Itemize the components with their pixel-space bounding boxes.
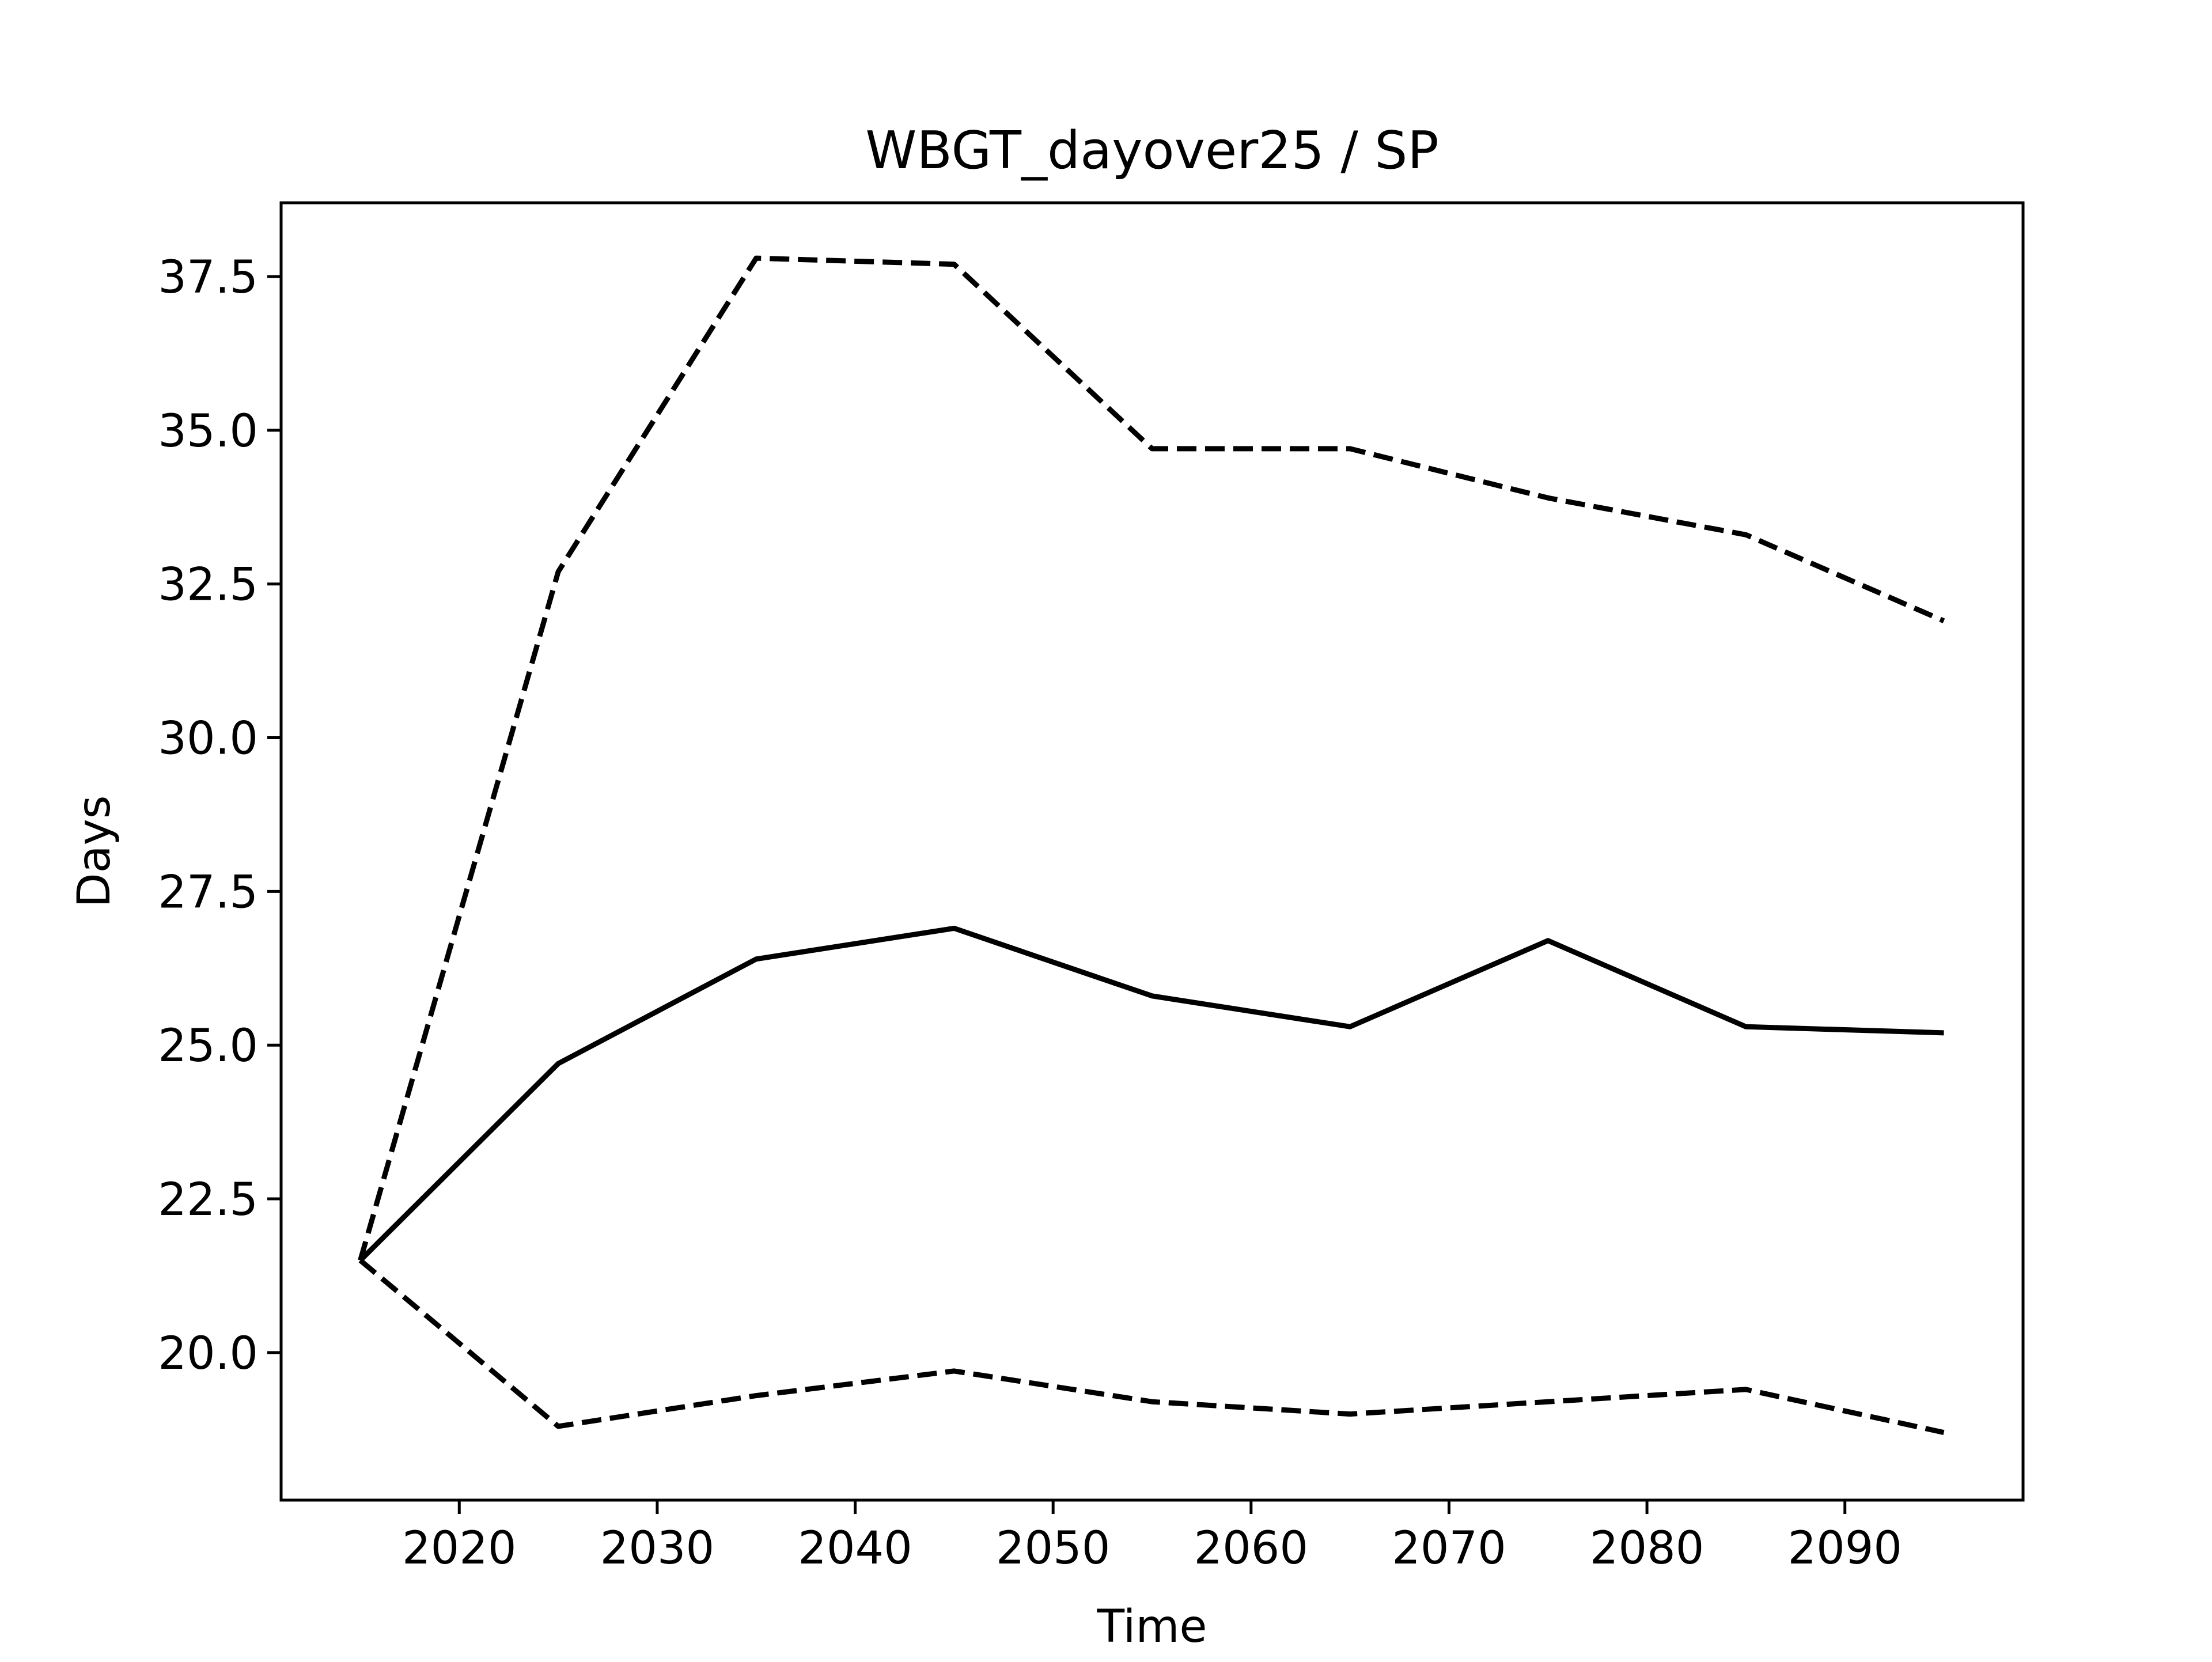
x-tick-label: 2030 xyxy=(600,1523,715,1574)
axis-layer: 2020 2030 2040 2050 2060 2070 2080 2090 20.0 22.5… xyxy=(158,252,1902,1574)
y-tick-label: 22.5 xyxy=(158,1174,258,1226)
x-tick-label: 2060 xyxy=(1194,1523,1309,1574)
y-tick-label: 35.0 xyxy=(158,406,258,457)
series-line-2-dashed xyxy=(358,255,1945,1262)
y-tick-label: 25.0 xyxy=(158,1020,258,1072)
x-tick-label: 2020 xyxy=(402,1523,517,1574)
chart-title: WBGT_dayover25 / SP xyxy=(865,120,1438,181)
series-layer xyxy=(358,255,1945,1435)
series-line-1-solid xyxy=(358,925,1944,1262)
x-tick-label: 2040 xyxy=(798,1523,912,1574)
y-tick-label: 20.0 xyxy=(158,1328,258,1380)
x-tick-label: 2050 xyxy=(996,1523,1111,1574)
y-axis-label: Days xyxy=(69,796,120,908)
series-line-3-dashed xyxy=(358,1258,1945,1435)
x-axis-label: Time xyxy=(1097,1601,1207,1653)
x-tick-label: 2070 xyxy=(1392,1523,1506,1574)
y-tick-label: 27.5 xyxy=(158,866,258,918)
x-tick-label: 2090 xyxy=(1787,1523,1902,1574)
y-tick-label: 30.0 xyxy=(158,713,258,765)
y-tick-label: 32.5 xyxy=(158,559,258,611)
x-tick-label: 2080 xyxy=(1590,1523,1705,1574)
plot-frame xyxy=(279,201,2025,1502)
y-tick-label: 37.5 xyxy=(158,252,258,304)
